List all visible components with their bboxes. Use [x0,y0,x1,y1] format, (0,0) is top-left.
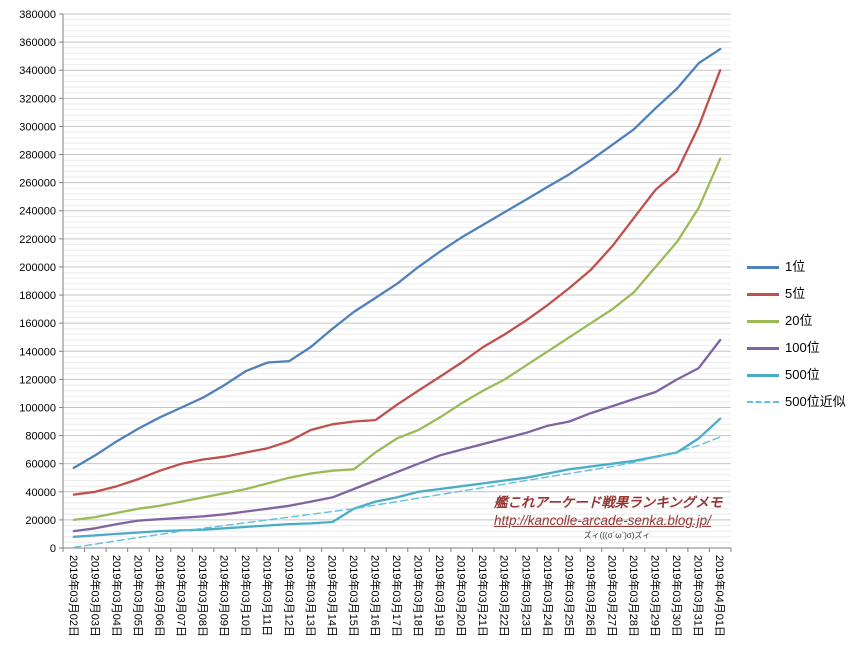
legend-item-rank1: 1位 [747,258,846,276]
y-axis-label: 140000 [19,346,56,358]
y-axis-label: 340000 [19,65,56,77]
legend-line-sample [747,373,779,377]
x-axis-label: 2019年03月31日 [692,555,706,637]
y-axis-label: 220000 [19,234,56,246]
series-line-500位 [72,417,722,538]
legend-line-sample [747,319,779,323]
watermark-title: 艦これアーケード戦果ランキングメモ [494,495,723,510]
x-axis-label: 2019年03月10日 [239,555,253,637]
y-axis-label: 380000 [19,9,56,21]
x-axis-label: 2019年03月04日 [110,555,124,637]
x-axis-label: 2019年03月30日 [670,555,684,637]
series-line-100位 [72,338,722,533]
legend-label: 500位近似 [785,394,846,409]
x-axis-label: 2019年03月11日 [261,555,275,636]
y-axis-label: 80000 [25,431,56,443]
watermark-kaomoji: ズィ(((σ´ω`)σ)ズィ [583,531,651,541]
legend-item-rank100: 100位 [747,339,846,357]
x-axis-label: 2019年03月13日 [304,555,318,637]
y-axis-label: 100000 [19,402,56,414]
x-axis-label: 2019年03月27日 [605,555,619,637]
x-axis-label: 2019年03月14日 [325,555,339,637]
legend-item-rank20: 20位 [747,312,846,330]
x-axis-label: 2019年03月12日 [282,555,296,637]
x-axis-label: 2019年03月28日 [627,555,641,637]
y-axis-label: 300000 [19,121,56,133]
watermark-url: http://kancolle-arcade-senka.blog.jp/ [494,513,711,529]
y-axis-label: 320000 [19,93,56,105]
y-axis-label: 20000 [25,515,56,527]
y-axis-label: 260000 [19,178,56,190]
y-axis-label: 280000 [19,150,56,162]
series-line-5位 [72,69,722,496]
x-axis-label: 2019年03月08日 [196,555,210,637]
y-axis-label: 200000 [19,262,56,274]
legend-label: 1位 [785,259,806,274]
legend-label: 100位 [785,340,820,355]
x-axis-label: 2019年03月20日 [455,555,469,637]
x-axis-label: 2019年03月18日 [412,555,426,637]
y-axis-label: 360000 [19,37,56,49]
y-axis-label: 40000 [25,487,56,499]
x-axis-label: 2019年03月15日 [347,555,361,637]
x-axis-label: 2019年03月02日 [67,555,81,637]
x-axis-label: 2019年04月01日 [713,555,727,637]
legend-line-sample [747,346,779,350]
x-axis-label: 2019年03月07日 [175,555,189,637]
series-line-500位近似 [73,436,721,548]
y-axis-label: 60000 [25,459,56,471]
x-axis-label: 2019年03月06日 [153,555,167,637]
watermark: 艦これアーケード戦果ランキングメモ http://kancolle-arcade… [494,494,740,542]
y-axis-label: 240000 [19,206,56,218]
series-line-20位 [72,157,722,522]
y-axis-label: 120000 [19,374,56,386]
x-axis-label: 2019年03月09日 [218,555,232,637]
y-axis-label: 160000 [19,318,56,330]
x-axis-label: 2019年03月05日 [131,555,145,637]
legend-line-sample [747,292,779,296]
legend-label: 5位 [785,286,806,301]
x-axis-label: 2019年03月03日 [88,555,102,637]
legend-item-rank500: 500位 [747,366,846,384]
x-axis-label: 2019年03月22日 [498,555,512,637]
y-axis-label: 180000 [19,290,56,302]
legend-line-sample [747,265,779,269]
x-axis-label: 2019年03月29日 [649,555,663,637]
legend-item-rank500-trend: 500位近似 [747,393,846,411]
legend-item-rank5: 5位 [747,285,846,303]
x-axis-label: 2019年03月17日 [390,555,404,637]
y-axis-label: 0 [50,543,56,555]
series-line-1位 [72,47,722,470]
legend-label: 20位 [785,313,813,328]
x-axis-label: 2019年03月16日 [368,555,382,637]
x-axis-label: 2019年03月26日 [584,555,598,637]
x-axis-label: 2019年03月24日 [541,555,555,637]
legend-label: 500位 [785,367,820,382]
x-axis-label: 2019年03月21日 [476,555,490,637]
x-axis-label: 2019年03月19日 [433,555,447,637]
x-axis-label: 2019年03月25日 [562,555,576,637]
legend-line-sample [747,401,779,403]
x-axis-label: 2019年03月23日 [519,555,533,637]
legend: 1位 5位 20位 100位 500位 500位近似 [747,258,846,411]
